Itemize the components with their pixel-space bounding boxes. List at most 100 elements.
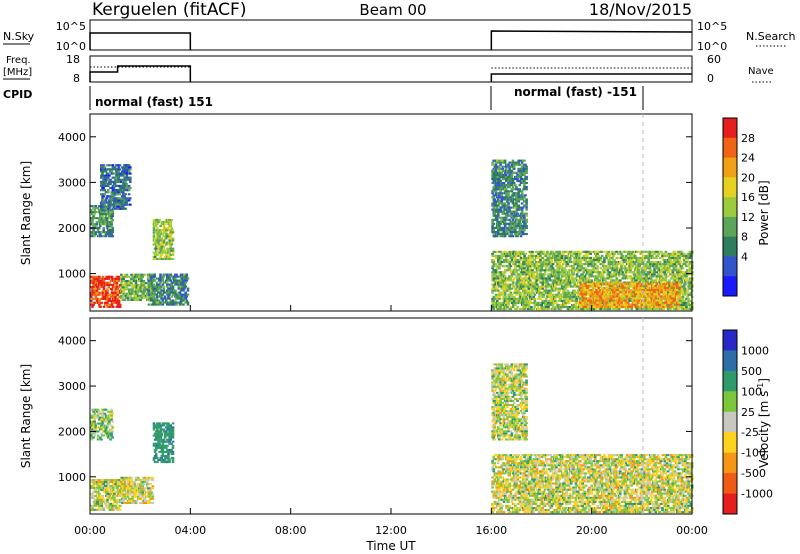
heatmap-cell bbox=[98, 303, 101, 306]
heatmap-cell bbox=[624, 250, 628, 253]
heatmap-cell bbox=[558, 265, 562, 268]
heatmap-cell bbox=[498, 295, 501, 298]
heatmap-cell bbox=[525, 297, 529, 300]
heatmap-cell bbox=[525, 169, 528, 172]
heatmap-cell bbox=[574, 306, 578, 309]
heatmap-cell bbox=[590, 250, 594, 253]
heatmap-cell bbox=[640, 252, 644, 255]
heatmap-cell bbox=[117, 170, 120, 173]
heatmap-cell bbox=[104, 213, 108, 216]
heatmap-cell bbox=[111, 215, 114, 218]
heatmap-cell bbox=[104, 184, 108, 187]
heatmap-cell bbox=[554, 285, 557, 288]
heatmap-cell bbox=[510, 212, 514, 215]
heatmap-cell bbox=[520, 192, 524, 195]
heatmap-cell bbox=[607, 261, 611, 264]
heatmap-cell bbox=[184, 277, 187, 280]
heatmap-cell bbox=[117, 178, 120, 181]
heatmap-cell bbox=[168, 293, 171, 296]
heatmap-cell bbox=[116, 297, 120, 300]
heatmap-cell bbox=[661, 256, 664, 259]
heatmap-cell bbox=[507, 303, 510, 306]
heatmap-cell bbox=[106, 229, 110, 232]
heatmap-cell bbox=[117, 299, 121, 302]
heatmap-cell bbox=[635, 256, 638, 259]
heatmap-cell bbox=[555, 261, 558, 264]
heatmap-cell bbox=[159, 287, 162, 290]
heatmap-cell bbox=[507, 204, 510, 207]
heatmap-cell bbox=[533, 297, 537, 300]
heatmap-cell bbox=[525, 261, 529, 264]
heatmap-cell bbox=[495, 216, 499, 219]
heatmap-cell bbox=[550, 301, 554, 304]
heatmap-cell bbox=[529, 301, 532, 304]
heatmap-cell bbox=[673, 252, 677, 255]
heatmap-cell bbox=[539, 285, 542, 288]
heatmap-cell bbox=[529, 256, 532, 259]
heatmap-cell bbox=[543, 303, 547, 306]
heatmap-cell bbox=[541, 269, 545, 272]
heatmap-cell bbox=[563, 299, 566, 302]
heatmap-cell bbox=[511, 271, 515, 274]
heatmap-cell bbox=[160, 237, 164, 240]
heatmap-cell bbox=[525, 291, 529, 294]
heatmap-cell bbox=[522, 299, 525, 302]
heatmap-cell bbox=[657, 265, 661, 268]
heatmap-cell bbox=[637, 269, 640, 272]
heatmap-cell bbox=[658, 263, 662, 266]
heatmap-cell bbox=[662, 252, 665, 255]
heatmap-cell bbox=[587, 265, 590, 268]
heatmap-cell bbox=[125, 273, 129, 276]
heatmap-cell bbox=[554, 277, 557, 280]
heatmap-cell bbox=[138, 275, 141, 278]
heatmap-cell bbox=[500, 261, 504, 264]
heatmap-cell bbox=[129, 187, 132, 190]
heatmap-cell bbox=[558, 287, 562, 290]
heatmap-cell bbox=[510, 269, 514, 272]
heatmap-cell bbox=[491, 271, 494, 274]
heatmap-cell bbox=[523, 259, 526, 262]
heatmap-cell bbox=[103, 203, 107, 206]
heatmap-cell bbox=[552, 269, 556, 272]
heatmap-cell bbox=[499, 306, 502, 309]
heatmap-cell bbox=[660, 250, 663, 253]
heatmap-cell bbox=[507, 259, 510, 262]
heatmap-cell bbox=[506, 269, 509, 272]
heatmap-cell bbox=[111, 189, 115, 192]
heatmap-cell bbox=[633, 275, 637, 278]
heatmap-cell bbox=[508, 208, 511, 211]
heatmap-cell bbox=[161, 303, 165, 306]
heatmap-cell bbox=[137, 273, 140, 276]
heatmap-cell bbox=[523, 256, 526, 259]
heatmap-cell bbox=[643, 275, 646, 278]
heatmap-cell bbox=[106, 301, 109, 304]
heatmap-cell bbox=[520, 165, 524, 168]
heatmap-cell bbox=[112, 295, 115, 298]
heatmap-cell bbox=[94, 293, 98, 296]
heatmap-cell bbox=[635, 277, 638, 280]
heatmap-cell bbox=[555, 250, 558, 253]
heatmap-cell bbox=[571, 254, 574, 257]
heatmap-cell bbox=[497, 281, 500, 284]
heatmap-cell bbox=[526, 301, 530, 304]
heatmap-cell bbox=[516, 178, 519, 181]
heatmap-cell bbox=[639, 259, 643, 262]
heatmap-cell bbox=[170, 227, 174, 230]
heatmap-cell bbox=[497, 212, 500, 215]
heatmap-cell bbox=[552, 301, 556, 304]
heatmap-cell bbox=[587, 269, 590, 272]
heatmap-cell bbox=[119, 184, 123, 187]
heatmap-cell bbox=[495, 287, 499, 290]
heatmap-cell bbox=[154, 237, 158, 240]
heatmap-cell bbox=[518, 259, 522, 262]
heatmap-cell bbox=[501, 167, 505, 170]
heatmap-cell bbox=[119, 178, 123, 181]
heatmap-cell bbox=[152, 218, 156, 221]
heatmap-cell bbox=[604, 279, 607, 282]
heatmap-cell bbox=[503, 281, 507, 284]
heatmap-cell bbox=[183, 273, 186, 276]
heatmap-cell bbox=[554, 306, 557, 309]
heatmap-cell bbox=[522, 295, 525, 298]
heatmap-cell bbox=[109, 211, 112, 214]
heatmap-cell bbox=[134, 288, 138, 291]
